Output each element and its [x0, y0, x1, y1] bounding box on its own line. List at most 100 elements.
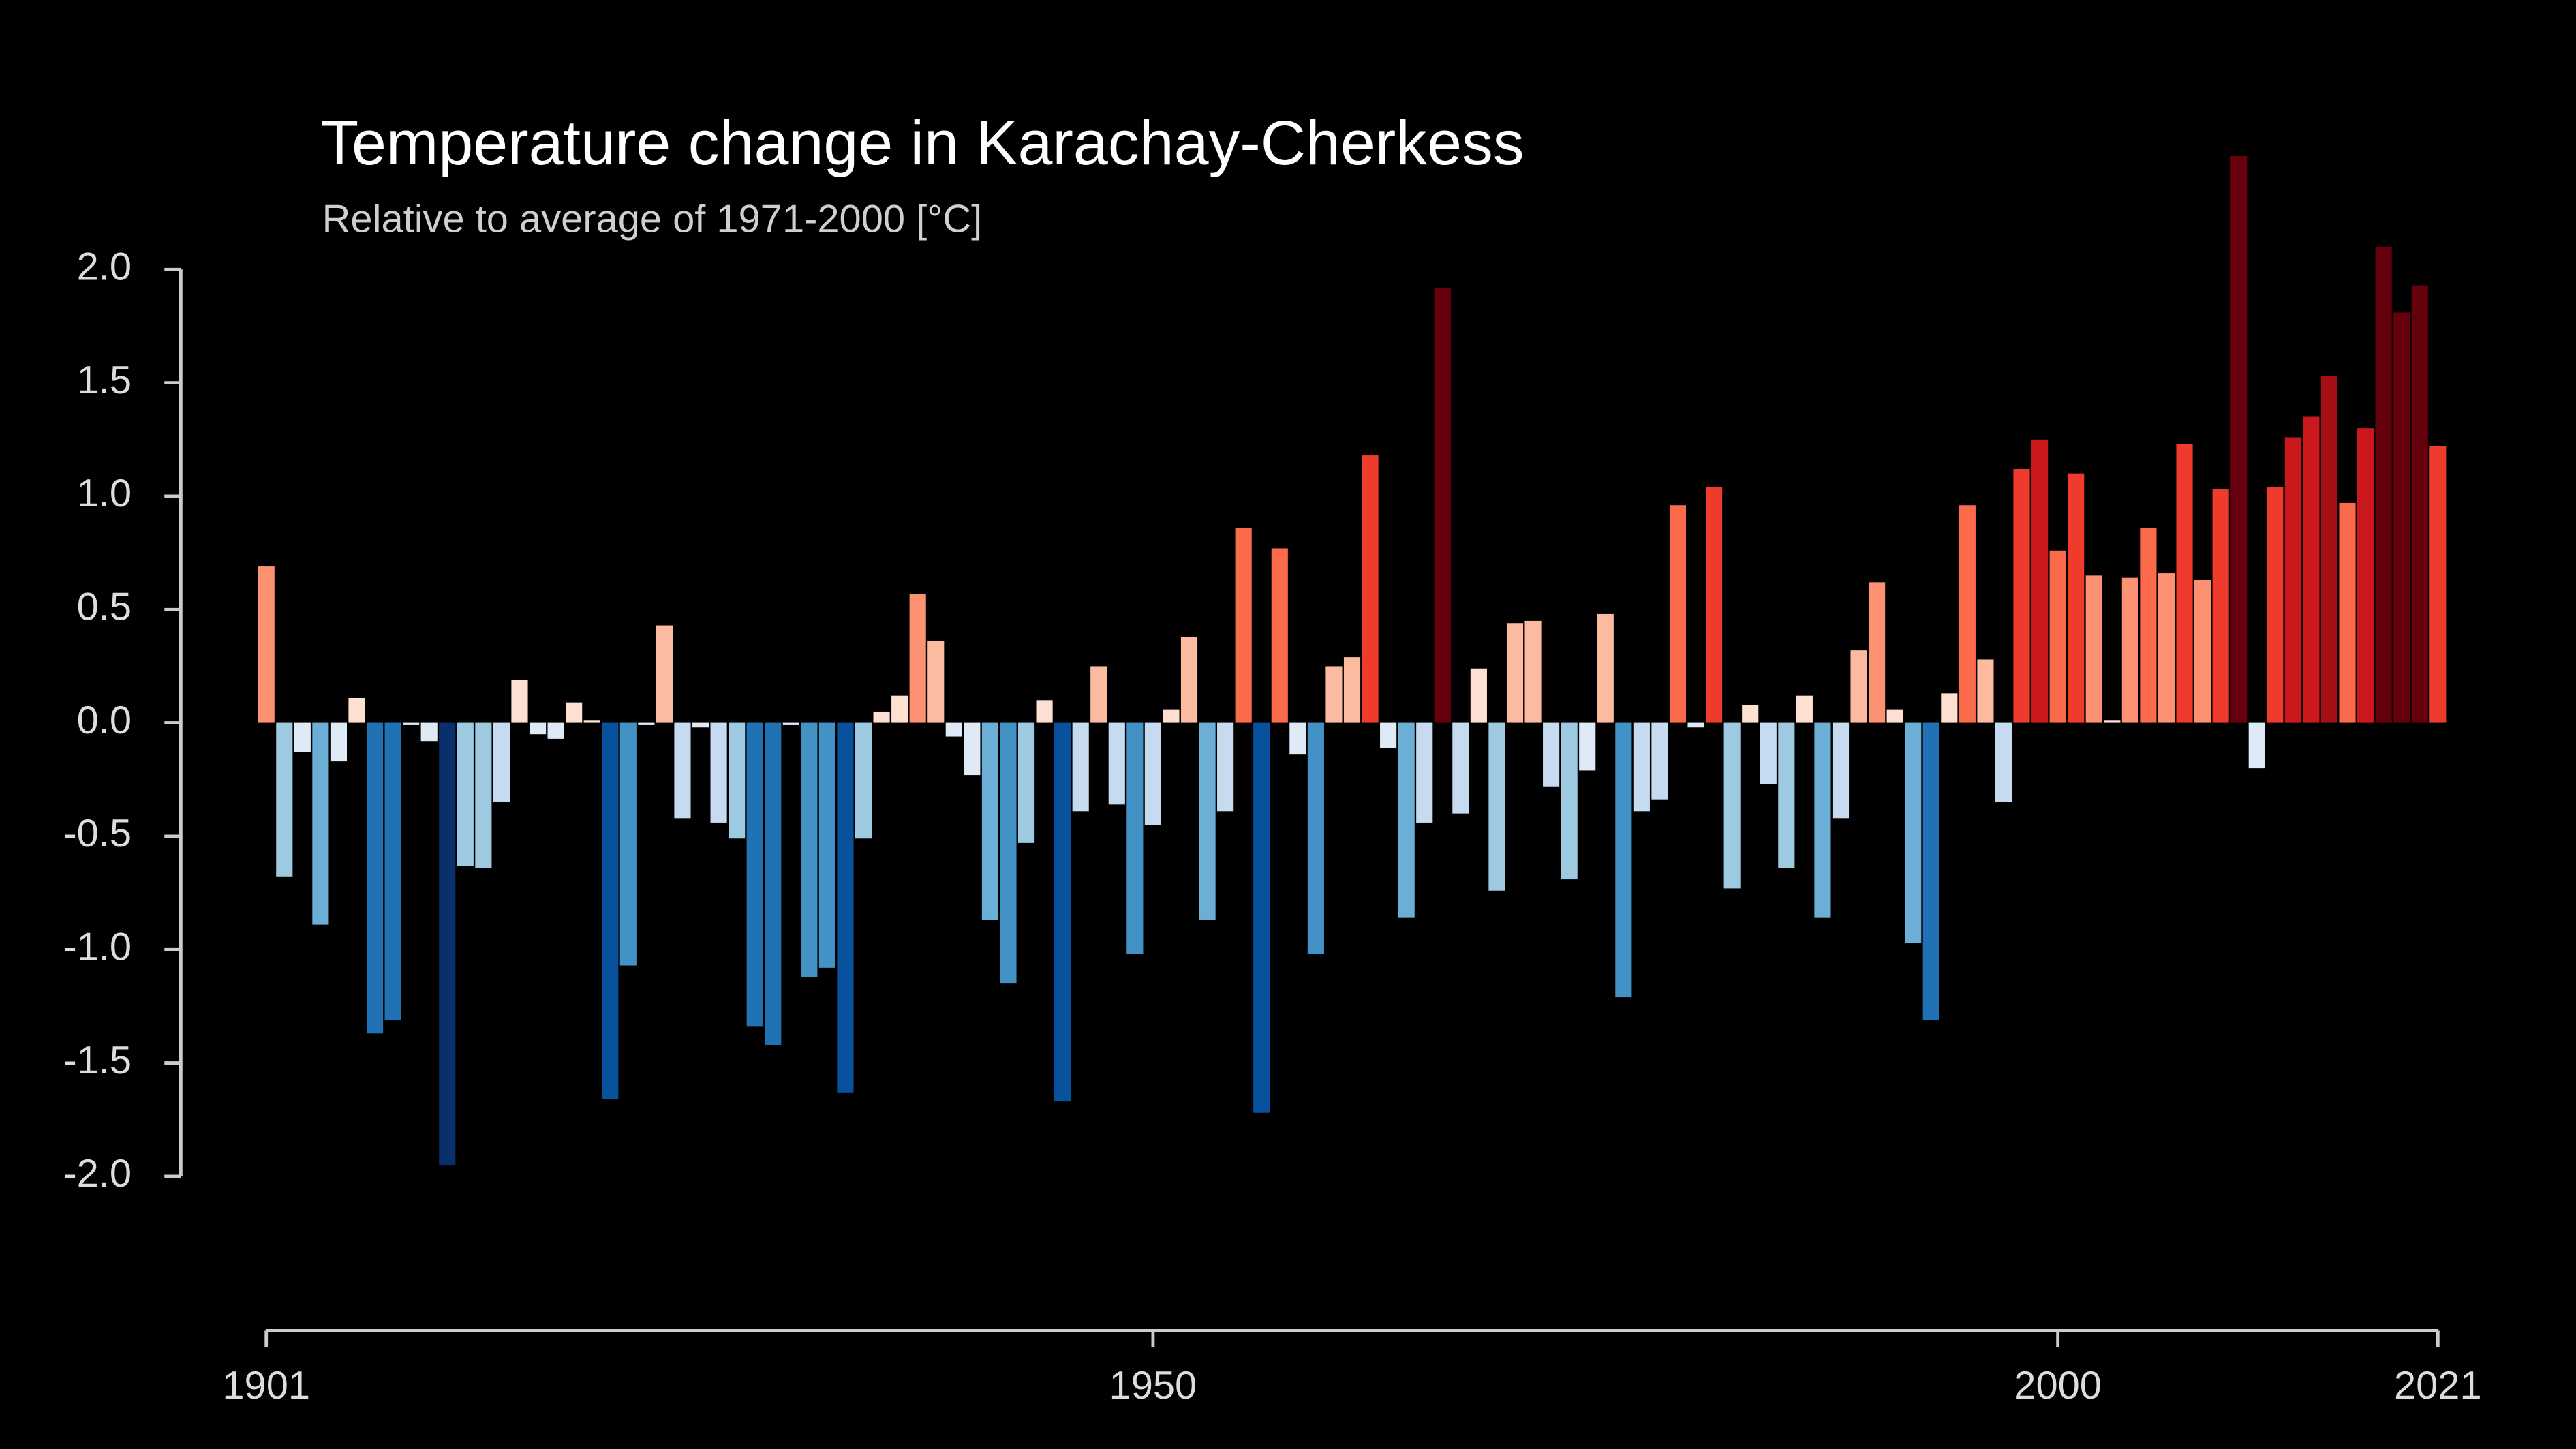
bar [1506, 623, 1524, 723]
bar [1126, 722, 1144, 954]
bar [909, 593, 926, 723]
bar [1959, 505, 1976, 723]
bar [511, 680, 528, 723]
bar [692, 722, 709, 728]
bar [475, 722, 492, 868]
bar [1687, 722, 1704, 728]
bar [2140, 528, 2157, 723]
bar [1036, 700, 1053, 723]
bar [457, 722, 474, 866]
y-tick-label: 0.5 [77, 585, 132, 629]
bar [1922, 722, 1939, 1020]
bar [1995, 722, 2012, 803]
bar [1669, 505, 1687, 723]
bar [2303, 416, 2320, 723]
bar [674, 722, 691, 819]
bar [493, 722, 510, 803]
bar [1452, 722, 1469, 814]
bar [818, 722, 835, 968]
bar [1778, 722, 1795, 868]
bar [602, 722, 619, 1099]
y-tick-label: 1.5 [77, 359, 132, 402]
bar [1000, 722, 1017, 984]
bar [2085, 575, 2102, 723]
bar [2339, 502, 2356, 723]
bar [1108, 722, 1125, 805]
bar [1543, 722, 1560, 787]
bar [403, 722, 420, 725]
bar [1253, 722, 1270, 1113]
x-tick-label: 1901 [222, 1364, 310, 1407]
bar [945, 722, 962, 737]
bar [891, 695, 908, 723]
bar [1343, 657, 1361, 723]
bar [566, 702, 583, 723]
bar [1886, 709, 1903, 723]
chart-subtitle: Relative to average of 1971-2000 [°C] [322, 198, 983, 241]
bar [2429, 446, 2447, 723]
y-tick-label: -1.0 [63, 926, 132, 969]
bar [2158, 573, 2175, 723]
bar [1869, 582, 1886, 723]
bar [2284, 437, 2301, 723]
bar [1235, 528, 1252, 723]
bar [1199, 722, 1216, 920]
bar [1760, 722, 1777, 784]
bar [1723, 722, 1741, 889]
bar [2411, 285, 2428, 723]
bar [2031, 439, 2049, 723]
bar [2230, 155, 2248, 723]
bar [1017, 722, 1035, 843]
bar [1524, 620, 1542, 723]
bar [276, 722, 293, 877]
bar [1072, 722, 1089, 812]
bar [547, 722, 564, 739]
y-tick-label: 0.0 [77, 699, 132, 742]
bar [1380, 722, 1397, 748]
bar [855, 722, 872, 839]
bar [2267, 487, 2284, 723]
bar [1144, 722, 1161, 825]
bar [1163, 709, 1180, 723]
bar [1615, 722, 1632, 998]
bar [1814, 722, 1831, 918]
bar [2248, 722, 2265, 769]
bar [1651, 722, 1668, 800]
bar [366, 722, 384, 1034]
x-tick-label: 2021 [2394, 1364, 2482, 1407]
bar [2121, 577, 2138, 723]
bar [2176, 444, 2193, 723]
bar [1850, 650, 1867, 723]
bar [981, 722, 998, 920]
bar [1289, 722, 1306, 755]
bar [1977, 659, 1994, 723]
bar [1488, 722, 1505, 891]
bar [384, 722, 401, 1020]
chart-title: Temperature change in Karachay-Cherkess [320, 108, 1524, 178]
bar [1470, 668, 1487, 723]
bar [619, 722, 637, 966]
bar [1398, 722, 1415, 918]
bar [765, 722, 782, 1045]
bar [837, 722, 854, 1093]
bar [2194, 580, 2211, 723]
bar [1561, 722, 1578, 880]
bar [927, 641, 945, 723]
bar [729, 722, 746, 839]
bar [782, 722, 799, 725]
bar [294, 722, 311, 752]
bar [1796, 695, 1813, 723]
bar [2375, 247, 2392, 723]
bar [1054, 722, 1071, 1102]
bar [964, 722, 981, 776]
bar [638, 722, 655, 725]
bar [2013, 469, 2030, 723]
bar [2212, 489, 2229, 723]
y-tick-label: 2.0 [77, 245, 132, 289]
bar [1597, 613, 1614, 723]
bar [2104, 720, 2121, 723]
bar [1579, 722, 1596, 771]
bar [1307, 722, 1324, 954]
bar [873, 711, 890, 723]
